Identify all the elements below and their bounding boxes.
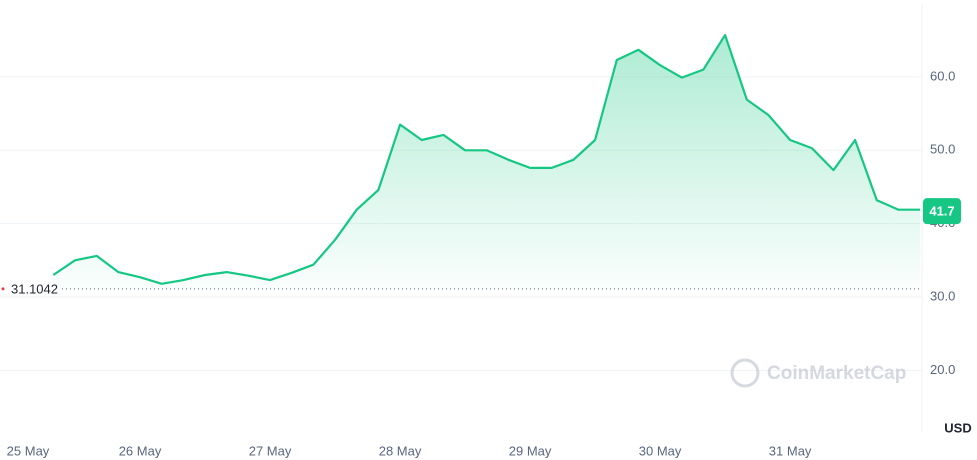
currency-label: USD <box>944 420 971 435</box>
price-area <box>53 35 921 289</box>
watermark-logo <box>730 358 760 388</box>
watermark: CoinMarketCap <box>730 358 906 388</box>
last-price-badge <box>923 198 961 225</box>
last-price-label: 41.7 <box>929 204 954 219</box>
marks: 31.1042 41.7 <box>1 34 961 296</box>
price-line <box>52 34 921 285</box>
x-tick-label: 31 May <box>769 443 812 458</box>
x-tick-label: 30 May <box>639 443 682 458</box>
y-tick-label: 60.0 <box>930 68 955 83</box>
reference-dot <box>1 287 5 291</box>
x-tick-label: 25 May <box>7 443 50 458</box>
y-tick-label: 20.0 <box>930 362 955 377</box>
y-tick-label: 30.0 <box>930 288 955 303</box>
reference-label: 31.1042 <box>11 281 58 296</box>
x-tick-label: 29 May <box>509 443 552 458</box>
watermark-text: CoinMarketCap <box>767 363 906 384</box>
x-tick-label: 26 May <box>119 443 162 458</box>
x-tick-label: 27 May <box>249 443 292 458</box>
y-tick-label: 50.0 <box>930 142 955 157</box>
x-tick-label: 28 May <box>379 443 422 458</box>
